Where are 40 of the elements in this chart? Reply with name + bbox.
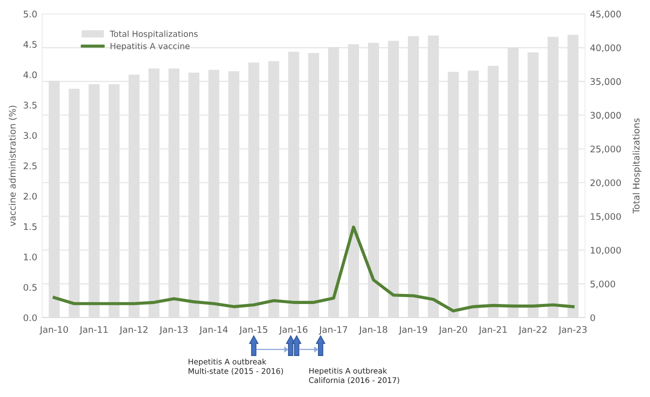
y2-tick-label: 15,000 [590, 213, 621, 221]
x-tick-label: Jan-19 [398, 326, 428, 335]
y2-tick-label: 5,000 [590, 280, 616, 288]
x-tick-label: Jan-14 [199, 326, 228, 335]
legend-label: Hepatitis A vaccine [110, 42, 190, 51]
y-tick-label: 5.0 [24, 10, 37, 18]
y2-tick-label: 0 [590, 314, 596, 322]
y-tick-label: 4.5 [23, 41, 37, 48]
x-tick-label: Jan-20 [438, 326, 468, 335]
y-tick-label: 2.5 [24, 162, 37, 170]
y-tick-label: 2.0 [24, 192, 37, 200]
y2-axis-title: Total Hospitalizations [632, 118, 642, 214]
y2-tick-label: 30,000 [590, 112, 621, 120]
x-tick-label: Jan-13 [159, 326, 188, 335]
y-tick-label: 1.0 [24, 254, 37, 260]
x-tick-label: Jan-21 [478, 326, 507, 335]
x-tick-label: Jan-16 [278, 326, 308, 335]
x-tick-label: Jan-18 [358, 326, 388, 335]
y2-tick-label: 40,000 [590, 44, 621, 52]
y2-tick-label: 45,000 [590, 10, 621, 18]
y2-tick-label: 10,000 [590, 246, 621, 255]
y-tick-label: 3.0 [24, 132, 37, 139]
y-tick-label: 1.5 [24, 223, 37, 230]
y2-tick-label: 25,000 [590, 146, 621, 154]
x-tick-label: Jan-15 [238, 326, 268, 335]
y-axis-title: vaccine administration (%) [8, 106, 17, 226]
line-series [52, 226, 575, 312]
y-tick-label: 3.5 [24, 102, 37, 109]
y-tick-label: 0.5 [24, 284, 37, 291]
x-tick-label: Jan-11 [79, 326, 108, 335]
legend-label: Total Hospitalizations [110, 30, 198, 39]
x-tick-label: Jan-12 [119, 326, 148, 335]
x-tick-label: Jan-23 [558, 326, 587, 335]
x-tick-label: Jan-17 [318, 326, 348, 335]
y2-tick-label: 20,000 [590, 179, 621, 188]
y-tick-label: 4.0 [23, 71, 37, 78]
x-tick-label: Jan-10 [39, 326, 68, 335]
y-tick-label: 0.0 [24, 314, 37, 322]
x-tick-label: Jan-22 [518, 326, 547, 335]
y2-tick-label: 35,000 [590, 78, 621, 86]
